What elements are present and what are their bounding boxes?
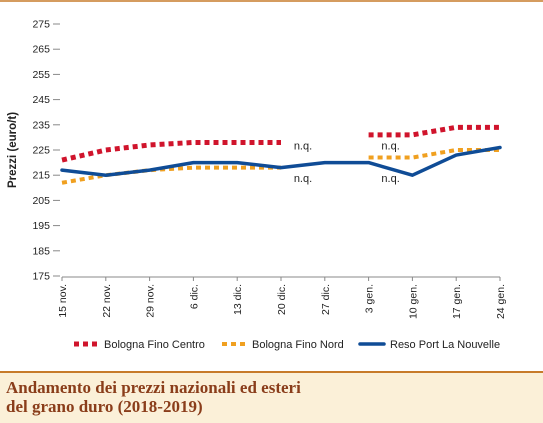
annotation-nq: n.q.	[294, 173, 312, 185]
line-chart: 275 265 255 245 235 225 215 205 195 185 175 15 nov…	[0, 0, 543, 351]
series-reso-port-la-nouvelle	[60, 145, 502, 177]
caption-line-2: del grano duro (2018-2019)	[6, 397, 203, 416]
y-tick-label: 275	[32, 19, 50, 31]
legend-label: Reso Port La Nouvelle	[390, 339, 500, 351]
y-axis-ticks: 275 265 255 245 235 225 215 205 195 185 175	[32, 19, 60, 283]
x-tick-label: 20 dic.	[276, 284, 288, 315]
x-tick-label: 29 nov.	[145, 284, 157, 318]
x-tick-label: 27 dic.	[320, 284, 332, 315]
series-line	[60, 145, 502, 177]
x-tick-label: 22 nov.	[101, 284, 113, 318]
y-tick-label: 215	[32, 170, 50, 182]
y-tick-label: 245	[32, 94, 50, 106]
y-axis-label: Prezzi (euro/t)	[7, 112, 19, 188]
y-tick-label: 225	[32, 145, 50, 157]
x-tick-label: 10 gen.	[407, 284, 419, 319]
series-line	[61, 139, 281, 163]
x-tick-label: 13 dic.	[232, 284, 244, 315]
legend: Bologna Fino Centro Bologna Fino Nord Reso…	[74, 339, 500, 351]
x-axis-ticks: 15 nov. 22 nov. 29 nov. 6 dic. 13 dic. 20 dic…	[57, 277, 507, 319]
x-tick-label: 17 gen.	[451, 284, 463, 319]
series-line	[61, 165, 281, 185]
x-tick-label: 6 dic.	[188, 284, 200, 309]
legend-label: Bologna Fino Centro	[104, 339, 205, 351]
series-bologna-fino-centro	[61, 124, 501, 163]
x-tick-label: 15 nov.	[57, 284, 69, 318]
series-layer	[60, 124, 502, 185]
x-tick-label: 3 gen.	[364, 284, 376, 313]
y-tick-label: 265	[32, 44, 50, 56]
y-tick-label: 175	[32, 271, 50, 283]
chart-caption: Andamento dei prezzi nazionali ed esteri…	[0, 371, 543, 423]
legend-label: Bologna Fino Nord	[252, 339, 344, 351]
annotation-nq: n.q.	[381, 173, 399, 185]
y-tick-label: 255	[32, 69, 50, 81]
y-tick-label: 205	[32, 195, 50, 207]
y-tick-label: 185	[32, 245, 50, 257]
y-tick-label: 235	[32, 119, 50, 131]
annotation-nq: n.q.	[294, 140, 312, 152]
annotation-layer: n.q. n.q. n.q. n.q.	[294, 140, 400, 185]
series-line	[368, 124, 500, 138]
x-tick-label: 24 gen.	[495, 284, 507, 319]
caption-line-1: Andamento dei prezzi nazionali ed esteri	[6, 378, 301, 397]
annotation-nq: n.q.	[381, 140, 399, 152]
y-tick-label: 195	[32, 220, 50, 232]
